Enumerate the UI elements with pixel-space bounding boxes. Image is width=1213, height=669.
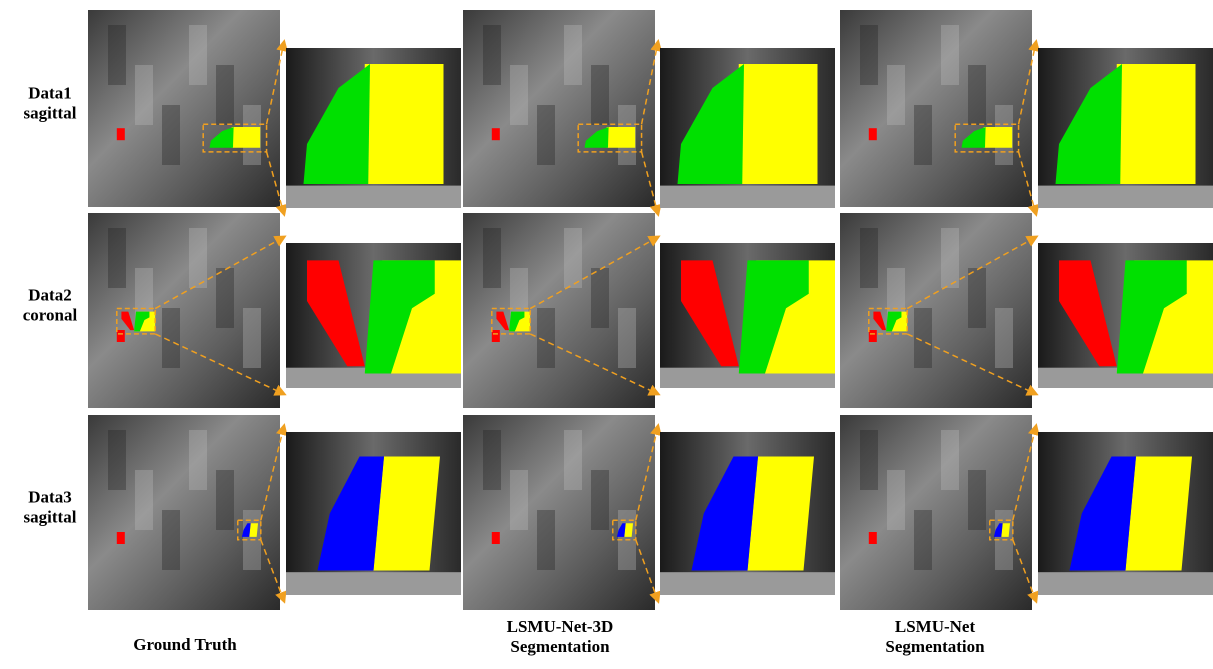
ct-texture xyxy=(968,470,986,530)
column-label-line: Segmentation xyxy=(885,637,985,656)
ct-texture xyxy=(941,430,959,490)
zoom-band xyxy=(286,572,461,595)
ct-segment xyxy=(1001,523,1010,537)
ct-segment xyxy=(869,128,877,140)
figure: Data1sagittalData2coronalData3sagittalGr… xyxy=(0,0,1213,664)
zoom-band xyxy=(1038,572,1213,595)
ct-texture xyxy=(860,430,878,490)
ct-segment xyxy=(117,532,125,544)
ct-texture xyxy=(860,228,878,288)
ct-segment xyxy=(232,127,261,148)
ct-texture xyxy=(483,430,501,490)
ct-segment xyxy=(117,330,125,342)
ct-texture xyxy=(510,65,528,125)
zoom-segment xyxy=(374,456,441,570)
ct-texture xyxy=(968,268,986,328)
row-label-line: sagittal xyxy=(24,508,77,527)
row-label-line: sagittal xyxy=(24,104,77,123)
ct-texture xyxy=(483,25,501,85)
column-label-line: LSMU-Net-3D xyxy=(507,617,614,636)
zoom-band xyxy=(660,186,835,208)
ct-segment xyxy=(869,330,877,342)
zoom-band xyxy=(660,572,835,595)
ct-texture xyxy=(216,65,234,125)
ct-texture xyxy=(564,228,582,288)
ct-texture xyxy=(860,25,878,85)
ct-texture xyxy=(537,105,555,165)
ct-texture xyxy=(618,308,636,368)
ct-texture xyxy=(216,470,234,530)
ct-texture xyxy=(162,510,180,570)
ct-segment xyxy=(492,330,500,342)
ct-texture xyxy=(243,308,261,368)
ct-texture xyxy=(189,228,207,288)
ct-texture xyxy=(968,65,986,125)
ct-texture xyxy=(135,470,153,530)
ct-texture xyxy=(483,228,501,288)
ct-segment xyxy=(492,128,500,140)
row-label: Data1sagittal xyxy=(24,84,77,123)
ct-texture xyxy=(591,65,609,125)
ct-texture xyxy=(591,268,609,328)
ct-segment xyxy=(624,523,633,537)
zoom-segment xyxy=(1117,64,1196,184)
ct-texture xyxy=(914,105,932,165)
row-label-line: Data1 xyxy=(28,84,71,103)
ct-texture xyxy=(135,65,153,125)
ct-texture xyxy=(887,470,905,530)
ct-segment xyxy=(249,523,258,537)
ct-texture xyxy=(189,430,207,490)
zoom-segment xyxy=(739,64,818,184)
column-label-line: LSMU-Net xyxy=(895,617,976,636)
ct-segment xyxy=(984,127,1013,148)
row-label-line: Data2 xyxy=(28,286,71,305)
ct-texture xyxy=(216,268,234,328)
ct-texture xyxy=(591,470,609,530)
zoom-band xyxy=(286,186,461,208)
column-label-line: Ground Truth xyxy=(133,635,237,654)
ct-segment xyxy=(117,128,125,140)
column-label: LSMU-Net-3DSegmentation xyxy=(507,617,614,656)
ct-segment xyxy=(607,127,636,148)
row-label-line: Data3 xyxy=(28,488,71,507)
row-label-line: coronal xyxy=(23,306,78,325)
ct-texture xyxy=(995,308,1013,368)
ct-texture xyxy=(510,470,528,530)
ct-texture xyxy=(189,25,207,85)
zoom-segment xyxy=(1126,456,1193,570)
ct-texture xyxy=(914,510,932,570)
column-label-line: Segmentation xyxy=(510,637,610,656)
zoom-segment xyxy=(748,456,815,570)
ct-texture xyxy=(162,105,180,165)
ct-texture xyxy=(108,430,126,490)
ct-segment xyxy=(869,532,877,544)
ct-texture xyxy=(564,430,582,490)
column-label: Ground Truth xyxy=(133,635,237,654)
ct-texture xyxy=(108,25,126,85)
zoom-segment xyxy=(365,64,444,184)
ct-texture xyxy=(941,25,959,85)
ct-texture xyxy=(941,228,959,288)
zoom-band xyxy=(1038,186,1213,208)
ct-texture xyxy=(887,65,905,125)
ct-texture xyxy=(537,510,555,570)
ct-texture xyxy=(564,25,582,85)
ct-segment xyxy=(492,532,500,544)
ct-texture xyxy=(108,228,126,288)
